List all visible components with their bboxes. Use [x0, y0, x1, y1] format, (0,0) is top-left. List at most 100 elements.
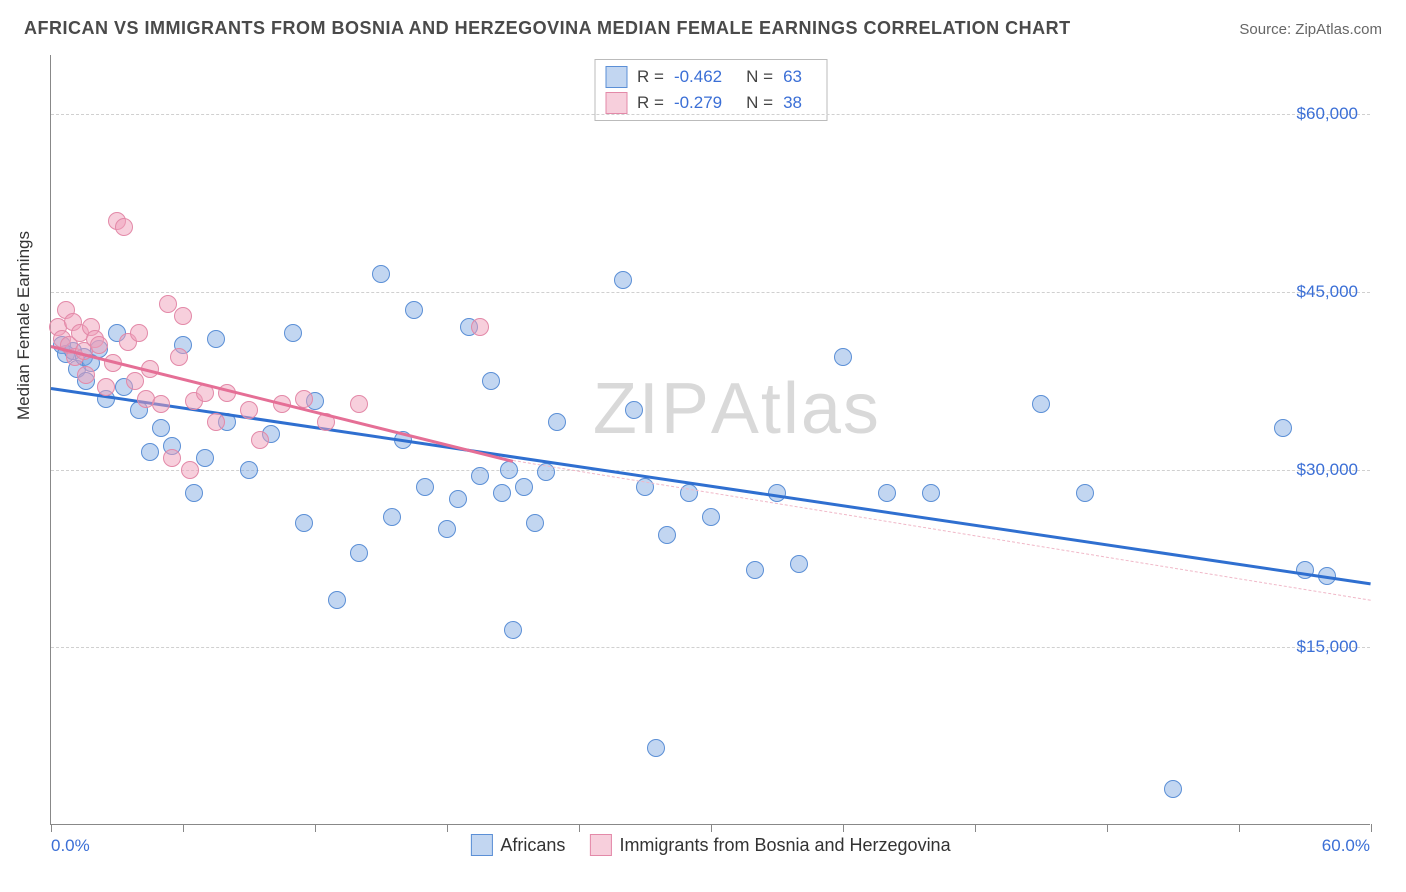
data-point-africans — [548, 413, 566, 431]
x-tick — [975, 824, 976, 832]
legend-r-value: -0.462 — [674, 64, 722, 90]
data-point-africans — [878, 484, 896, 502]
data-point-africans — [482, 372, 500, 390]
data-point-bosnia — [181, 461, 199, 479]
data-point-africans — [196, 449, 214, 467]
legend-r-value: -0.279 — [674, 90, 722, 116]
x-tick — [51, 824, 52, 832]
data-point-africans — [834, 348, 852, 366]
data-point-bosnia — [170, 348, 188, 366]
trend-line-extrapolated — [513, 460, 1371, 601]
data-point-bosnia — [130, 324, 148, 342]
data-point-africans — [658, 526, 676, 544]
x-tick — [1371, 824, 1372, 832]
data-point-africans — [295, 514, 313, 532]
data-point-bosnia — [159, 295, 177, 313]
data-point-africans — [207, 330, 225, 348]
data-point-africans — [1296, 561, 1314, 579]
data-point-africans — [790, 555, 808, 573]
data-point-bosnia — [251, 431, 269, 449]
data-point-africans — [141, 443, 159, 461]
x-max-label: 60.0% — [1322, 836, 1370, 856]
x-tick — [1239, 824, 1240, 832]
watermark-text-a: ZIP — [593, 369, 711, 449]
data-point-bosnia — [90, 336, 108, 354]
data-point-africans — [328, 591, 346, 609]
legend-r-label: R = — [637, 64, 664, 90]
data-point-bosnia — [207, 413, 225, 431]
legend-swatch — [589, 834, 611, 856]
data-point-bosnia — [163, 449, 181, 467]
data-point-bosnia — [471, 318, 489, 336]
data-point-africans — [372, 265, 390, 283]
data-point-africans — [504, 621, 522, 639]
legend-n-label: N = — [746, 90, 773, 116]
source-name: ZipAtlas.com — [1295, 21, 1382, 38]
x-tick — [315, 824, 316, 832]
legend-series: Africans Immigrants from Bosnia and Herze… — [470, 834, 950, 856]
x-tick — [711, 824, 712, 832]
data-point-bosnia — [77, 366, 95, 384]
legend-swatch — [605, 92, 627, 114]
data-point-africans — [383, 508, 401, 526]
data-point-bosnia — [97, 378, 115, 396]
data-point-africans — [625, 401, 643, 419]
y-tick-label: $45,000 — [1297, 282, 1358, 302]
data-point-africans — [240, 461, 258, 479]
x-tick — [1107, 824, 1108, 832]
legend-n-value: 38 — [783, 90, 802, 116]
y-tick-label: $60,000 — [1297, 104, 1358, 124]
legend-series-label: Immigrants from Bosnia and Herzegovina — [619, 835, 950, 856]
data-point-bosnia — [174, 307, 192, 325]
data-point-bosnia — [240, 401, 258, 419]
data-point-africans — [922, 484, 940, 502]
data-point-africans — [493, 484, 511, 502]
data-point-africans — [284, 324, 302, 342]
data-point-africans — [471, 467, 489, 485]
gridline — [51, 292, 1370, 293]
legend-series-bosnia: Immigrants from Bosnia and Herzegovina — [589, 834, 950, 856]
x-tick — [843, 824, 844, 832]
y-axis-label: Median Female Earnings — [14, 231, 34, 420]
data-point-africans — [526, 514, 544, 532]
legend-series-africans: Africans — [470, 834, 565, 856]
data-point-africans — [1274, 419, 1292, 437]
legend-swatch — [605, 66, 627, 88]
legend-n-label: N = — [746, 64, 773, 90]
data-point-africans — [1164, 780, 1182, 798]
source-prefix: Source: — [1239, 21, 1295, 38]
data-point-africans — [1032, 395, 1050, 413]
legend-r-label: R = — [637, 90, 664, 116]
data-point-africans — [614, 271, 632, 289]
x-min-label: 0.0% — [51, 836, 90, 856]
data-point-bosnia — [295, 390, 313, 408]
legend-n-value: 63 — [783, 64, 802, 90]
data-point-africans — [350, 544, 368, 562]
gridline — [51, 114, 1370, 115]
data-point-bosnia — [126, 372, 144, 390]
data-point-africans — [449, 490, 467, 508]
data-point-africans — [416, 478, 434, 496]
watermark-text-b: Atlas — [711, 369, 881, 449]
gridline — [51, 647, 1370, 648]
scatter-plot: ZIPAtlas R =-0.462N =63R =-0.279N =38 Af… — [50, 55, 1370, 825]
data-point-africans — [647, 739, 665, 757]
data-point-africans — [405, 301, 423, 319]
source-attribution: Source: ZipAtlas.com — [1239, 21, 1382, 38]
legend-row-bosnia: R = -0.279 N = 38 — [605, 90, 816, 116]
data-point-africans — [515, 478, 533, 496]
x-tick — [579, 824, 580, 832]
y-tick-label: $15,000 — [1297, 637, 1358, 657]
data-point-africans — [746, 561, 764, 579]
legend-series-label: Africans — [500, 835, 565, 856]
data-point-africans — [1076, 484, 1094, 502]
legend-row-africans: R = -0.462 N = 63 — [605, 64, 816, 90]
chart-title: AFRICAN VS IMMIGRANTS FROM BOSNIA AND HE… — [24, 18, 1071, 39]
x-tick — [447, 824, 448, 832]
y-tick-label: $30,000 — [1297, 460, 1358, 480]
x-tick — [183, 824, 184, 832]
trend-line — [51, 345, 514, 462]
data-point-bosnia — [152, 395, 170, 413]
data-point-africans — [152, 419, 170, 437]
data-point-africans — [702, 508, 720, 526]
